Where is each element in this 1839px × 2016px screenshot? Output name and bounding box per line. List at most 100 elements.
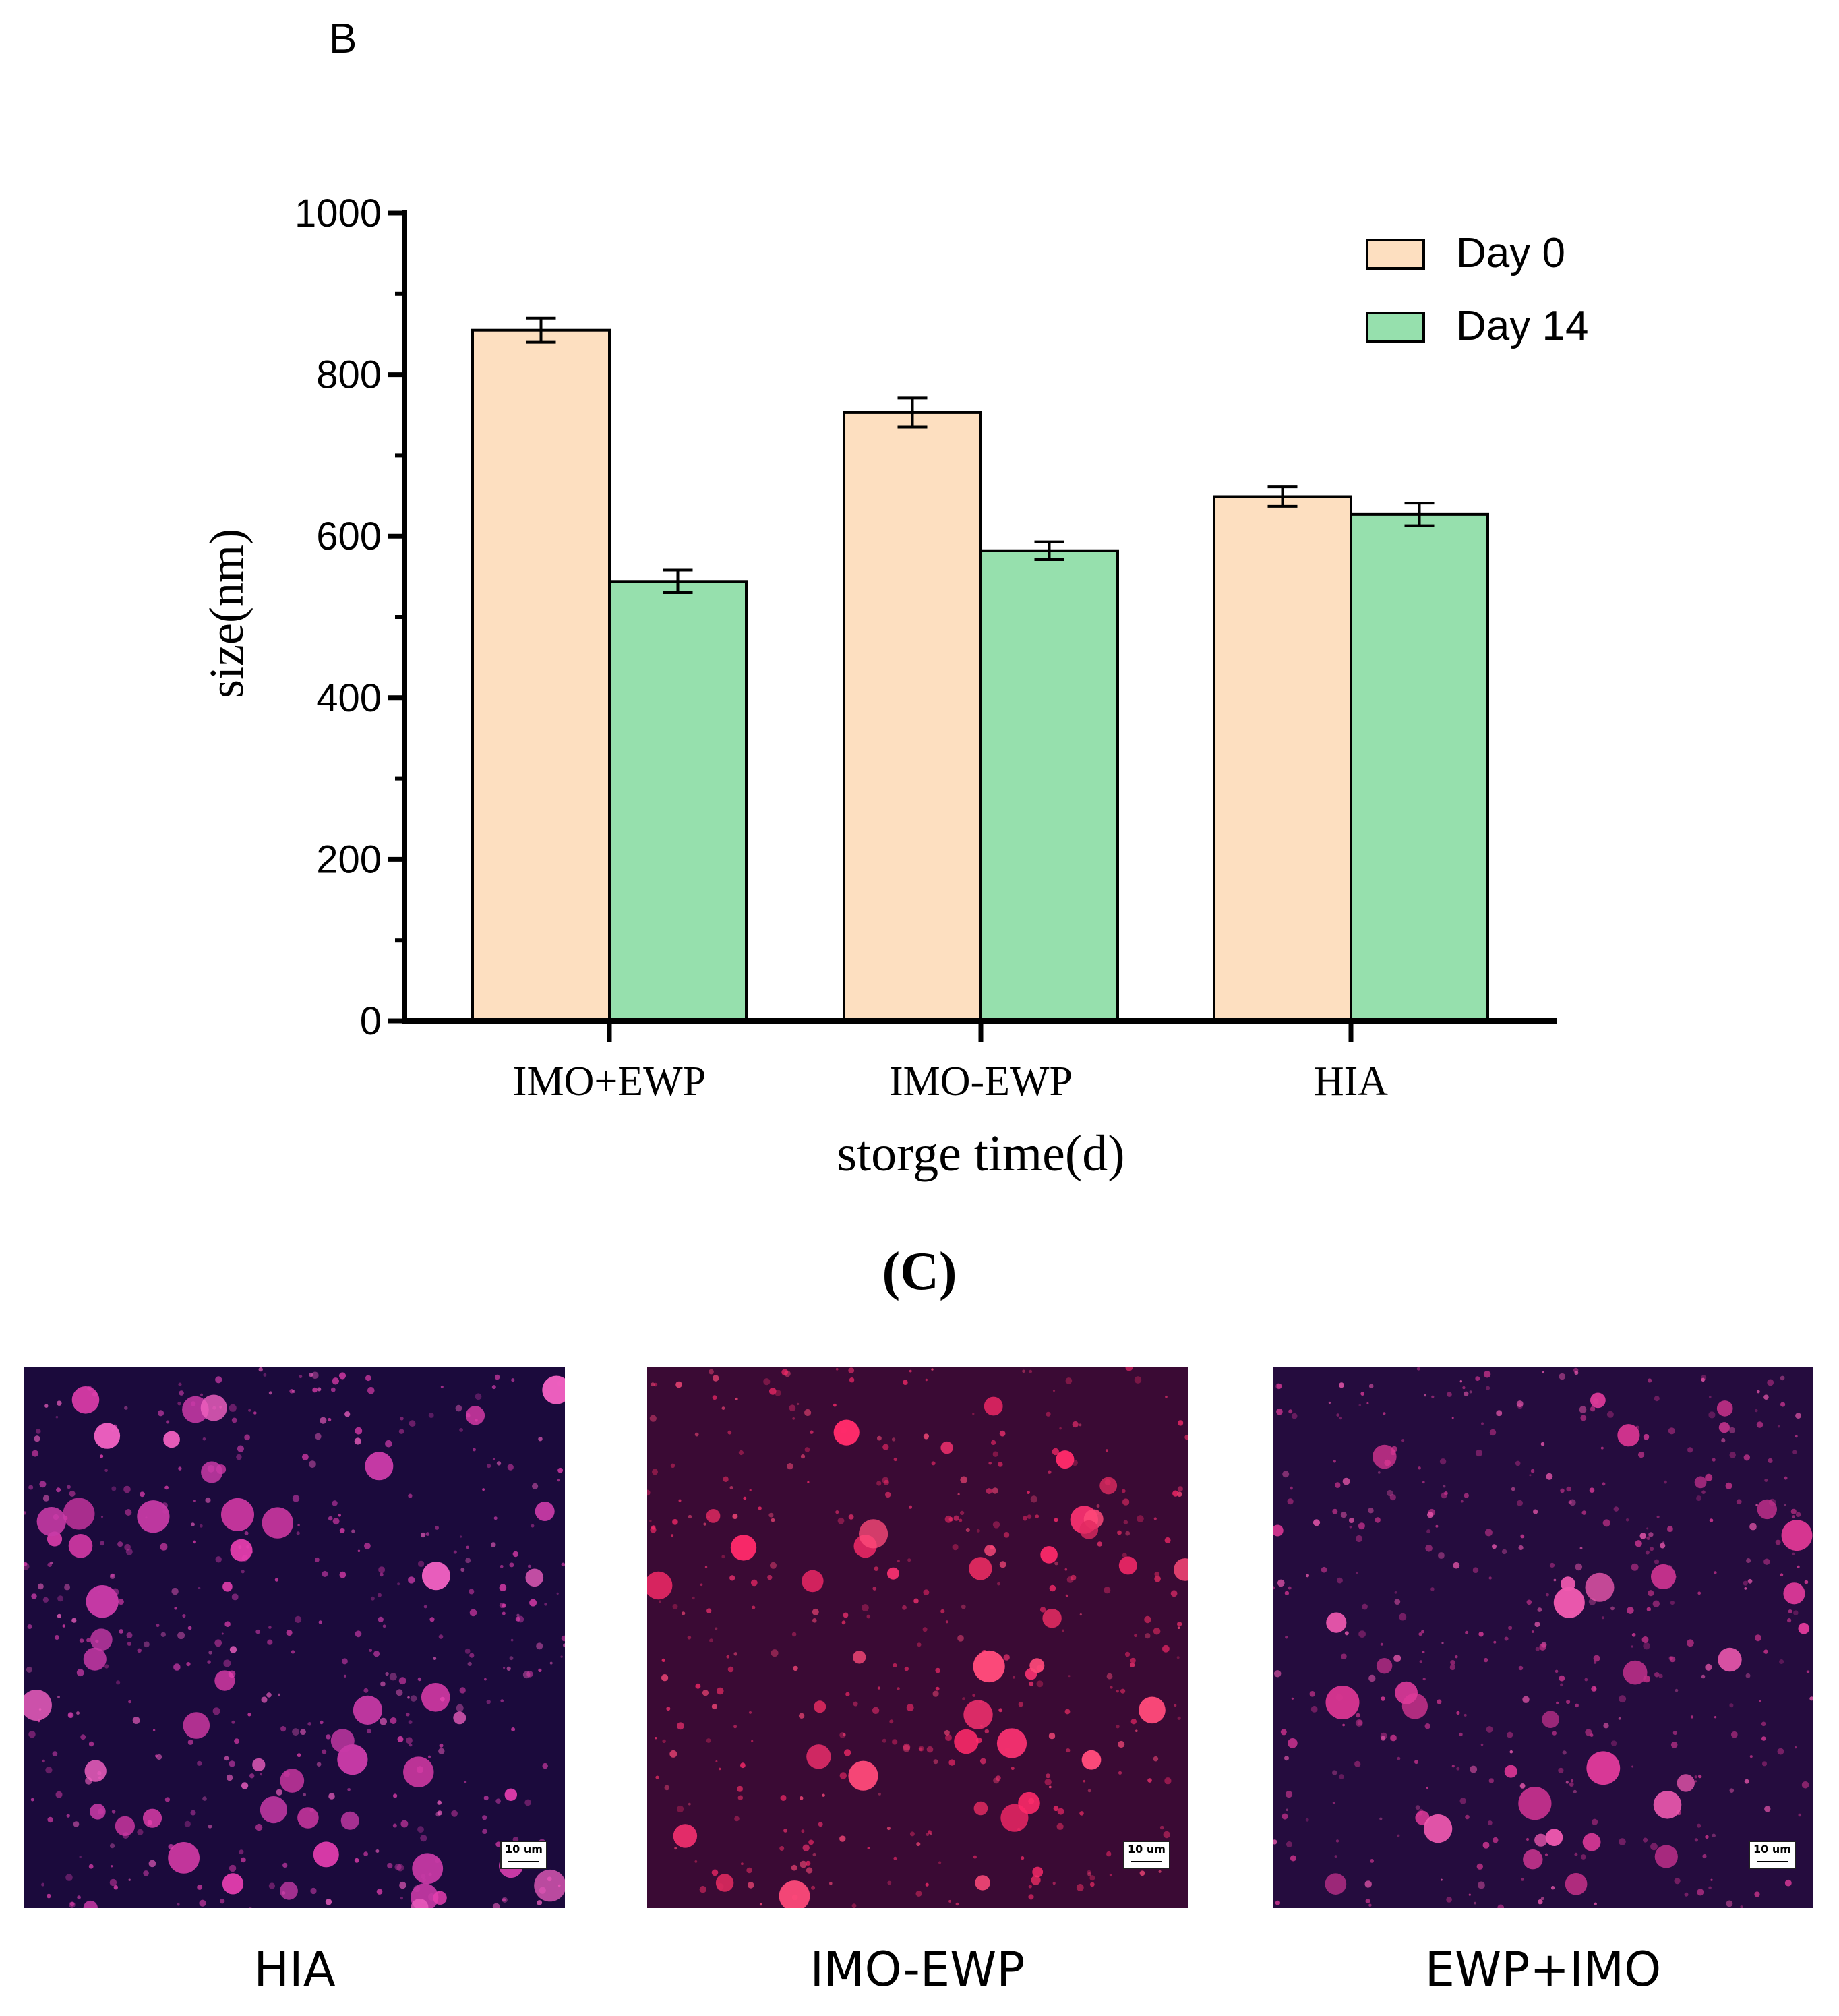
micrograph-caption-ewp-imo: EWP+IMO xyxy=(1424,1942,1662,1997)
droplet xyxy=(768,1512,774,1518)
droplet xyxy=(1348,1518,1354,1523)
droplet xyxy=(421,1683,450,1712)
droplet xyxy=(1767,1379,1774,1386)
droplet xyxy=(1756,1421,1763,1428)
droplet xyxy=(1377,1471,1381,1474)
droplet xyxy=(1059,1427,1062,1430)
droplet xyxy=(849,1377,855,1383)
droplet xyxy=(1726,1900,1733,1907)
droplet xyxy=(1135,1729,1138,1732)
droplet xyxy=(229,1864,237,1872)
droplet xyxy=(156,1624,160,1628)
droplet xyxy=(1049,1584,1056,1592)
y-tick-label: 600 xyxy=(316,514,382,558)
droplet xyxy=(266,1692,272,1698)
droplet xyxy=(68,1534,93,1558)
droplet xyxy=(843,1612,849,1618)
droplet xyxy=(675,1381,682,1388)
droplet xyxy=(73,1821,80,1827)
droplet xyxy=(164,1485,169,1490)
droplet xyxy=(878,1792,881,1796)
droplet xyxy=(1176,1656,1180,1659)
droplet xyxy=(556,1592,559,1595)
droplet xyxy=(220,1899,225,1904)
droplet xyxy=(398,1677,406,1685)
droplet xyxy=(957,1493,960,1495)
droplet xyxy=(1000,1804,1029,1832)
droplet xyxy=(1617,1424,1640,1447)
droplet xyxy=(224,1621,231,1627)
droplet xyxy=(1447,1392,1452,1397)
droplet xyxy=(341,1658,348,1665)
droplet xyxy=(408,1493,413,1498)
droplet xyxy=(889,1719,894,1724)
droplet xyxy=(347,1788,351,1791)
droplet xyxy=(320,1720,324,1725)
droplet xyxy=(673,1824,698,1848)
droplet xyxy=(127,1642,131,1646)
droplet xyxy=(791,1864,797,1871)
droplet xyxy=(174,1607,177,1610)
y-tick-label: 200 xyxy=(316,837,382,881)
droplet xyxy=(100,1515,104,1518)
droplet xyxy=(961,1604,966,1609)
droplet xyxy=(187,1626,192,1630)
droplet xyxy=(276,1789,282,1796)
droplet xyxy=(661,1674,669,1682)
droplet xyxy=(969,1557,992,1580)
droplet xyxy=(1540,1897,1544,1901)
droplet xyxy=(274,1578,278,1582)
droplet xyxy=(467,1661,472,1666)
droplet xyxy=(1669,1656,1676,1663)
droplet xyxy=(1590,1392,1606,1409)
droplet xyxy=(1804,1580,1809,1584)
droplet xyxy=(694,1860,698,1863)
droplet xyxy=(806,1744,831,1769)
droplet xyxy=(1550,1886,1555,1890)
droplet xyxy=(503,1667,506,1669)
droplet xyxy=(1360,1392,1365,1396)
droplet xyxy=(1792,1450,1797,1454)
droplet xyxy=(1798,1813,1802,1817)
droplet xyxy=(1046,1773,1051,1779)
droplet xyxy=(297,1807,319,1829)
droplet xyxy=(688,1802,691,1806)
droplet xyxy=(1159,1825,1164,1830)
droplet xyxy=(1492,1544,1497,1549)
droplet xyxy=(962,1697,965,1701)
droplet xyxy=(168,1842,200,1874)
droplet xyxy=(76,1669,84,1677)
droplet xyxy=(681,1611,686,1615)
droplet xyxy=(433,1891,447,1905)
droplet xyxy=(727,1430,732,1435)
droplet xyxy=(190,1810,196,1816)
droplet xyxy=(779,1880,810,1908)
droplet xyxy=(456,1704,464,1712)
droplet xyxy=(1775,1539,1781,1545)
droplet xyxy=(262,1507,293,1539)
droplet xyxy=(1566,1486,1571,1492)
droplet xyxy=(1116,1690,1119,1693)
droplet xyxy=(201,1461,223,1483)
droplet xyxy=(560,1655,563,1658)
droplet xyxy=(193,1500,196,1502)
droplet xyxy=(504,1788,517,1801)
droplet xyxy=(1029,1369,1033,1373)
droplet xyxy=(818,1822,823,1827)
droplet xyxy=(197,1884,203,1890)
droplet xyxy=(1438,1552,1445,1559)
droplet xyxy=(1048,1785,1052,1789)
droplet xyxy=(109,1878,117,1887)
droplet xyxy=(214,1639,222,1647)
droplet xyxy=(1590,1733,1594,1737)
droplet xyxy=(1643,1433,1650,1440)
droplet xyxy=(1783,1582,1805,1605)
droplet xyxy=(732,1514,738,1519)
droplet xyxy=(1708,1411,1716,1419)
droplet xyxy=(351,1529,355,1533)
droplet xyxy=(1355,1719,1363,1727)
droplet xyxy=(1517,1500,1523,1506)
droplet xyxy=(1275,1900,1280,1905)
droplet xyxy=(1763,1558,1770,1565)
droplet xyxy=(1052,1448,1059,1456)
